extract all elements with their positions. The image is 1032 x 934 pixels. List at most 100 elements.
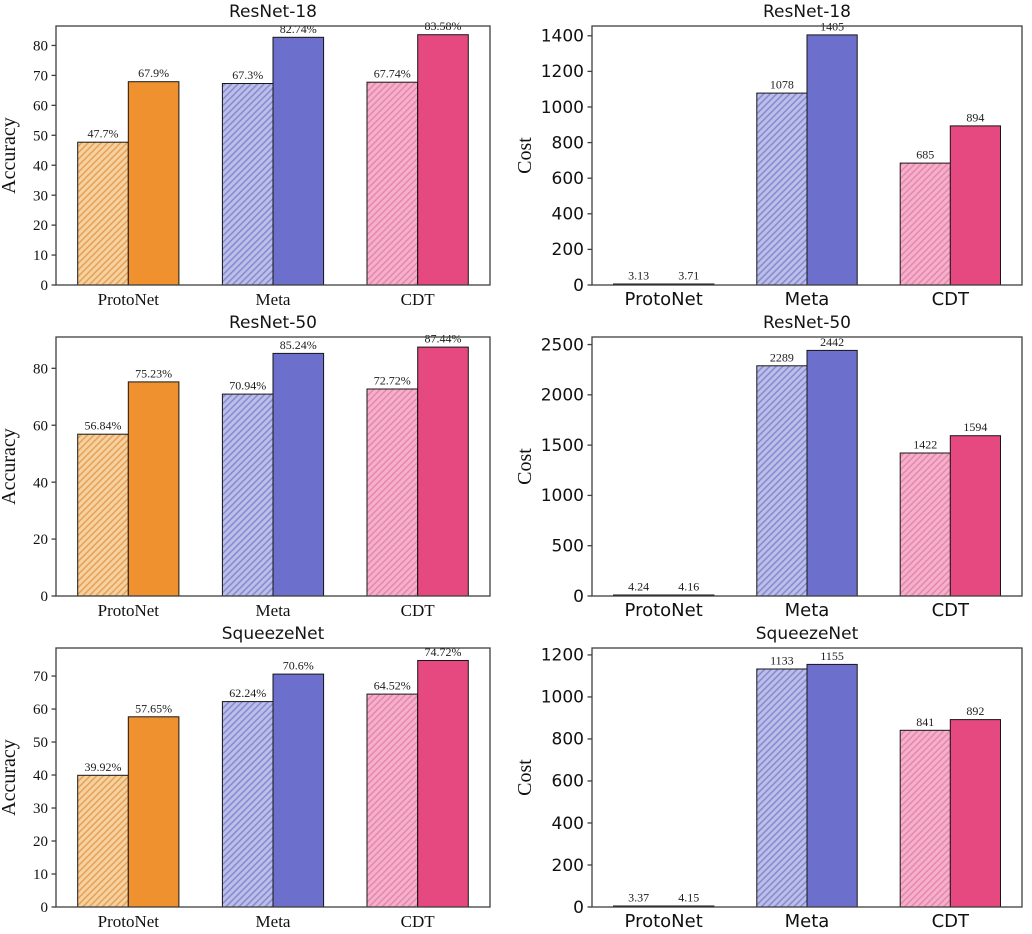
y-tick-label: 600: [552, 169, 584, 189]
y-tick-label: 30: [33, 188, 48, 204]
y-tick-label: 0: [573, 898, 584, 918]
bar-cdt-hatched: [366, 81, 419, 286]
y-axis-label: Accuracy: [0, 739, 20, 816]
y-tick-label: 20: [33, 834, 48, 850]
bar-value-label: 56.84%: [85, 419, 122, 433]
bar-value-label: 2289: [770, 350, 794, 364]
bar-value-label: 1155: [820, 649, 844, 663]
y-tick-label: 1000: [541, 688, 584, 708]
y-axis-label: Accuracy: [0, 428, 20, 505]
chart-squeezenet-accuracy: SqueezeNet Accuracy 0 10 20 30 40 50 60 70 ProtoNe…: [0, 622, 516, 933]
bar-value-label: 4.15: [678, 891, 699, 905]
resnet18-cost-plot: ResNet-18 Cost 0 200 400 600 800 1000 1200 1400 Pr…: [516, 2, 1023, 310]
plot-border: [55, 25, 491, 286]
y-tick-label: 40: [33, 158, 48, 174]
y-tick-label: 10: [33, 248, 48, 264]
bar-cdt-solid: [949, 719, 1001, 908]
bar-value-label: 67.9%: [138, 66, 169, 80]
chart-squeezenet-cost: SqueezeNet Cost 0 200 400 600 800 1000 1200 Proto…: [516, 622, 1032, 933]
x-tick-label: Meta: [256, 912, 291, 931]
x-tick-label: Meta: [785, 600, 830, 621]
chart-title: SqueezeNet: [756, 624, 859, 644]
bar-value-label: 685: [916, 148, 934, 162]
y-tick-label: 70: [33, 669, 48, 685]
bar-value-label: 64.52%: [374, 679, 411, 693]
y-tick-label: 200: [552, 240, 584, 260]
y-tick-label: 20: [33, 532, 48, 548]
bar-value-label: 47.7%: [88, 127, 119, 141]
plot-border: [55, 336, 491, 597]
y-axis-label: Accuracy: [0, 117, 20, 194]
bar-meta-hatched: [756, 365, 808, 597]
y-tick-label: 40: [33, 475, 48, 491]
x-tick-label: ProtoNet: [98, 601, 160, 620]
x-tick-label: Meta: [256, 290, 291, 309]
y-tick-label: 40: [33, 768, 48, 784]
bar-value-label: 1133: [770, 654, 794, 668]
y-tick-label: 30: [33, 801, 48, 817]
x-tick-label: ProtoNet: [625, 600, 703, 621]
bar-value-label: 892: [966, 704, 984, 718]
bar-value-label: 4.16: [678, 580, 699, 594]
x-tick-label: CDT: [401, 912, 436, 931]
x-tick-label: Meta: [785, 289, 830, 310]
y-tick-label: 1200: [541, 62, 584, 82]
bar-cdt-hatched: [899, 162, 951, 286]
y-tick-label: 0: [41, 900, 49, 916]
y-tick-label: 50: [33, 735, 48, 751]
plot-border: [591, 647, 1023, 908]
bar-value-label: 67.74%: [374, 67, 411, 81]
bar-value-label: 894: [966, 110, 984, 124]
chart-resnet18-cost: ResNet-18 Cost 0 200 400 600 800 1000 1200 1400 Pr…: [516, 0, 1032, 311]
y-tick-label: 0: [573, 276, 584, 296]
bar-value-label: 70.6%: [283, 659, 314, 673]
y-tick-label: 800: [552, 730, 584, 750]
chart-resnet50-cost: ResNet-50 Cost 0 500 1000 1500 2000 2500 ProtoNe…: [516, 311, 1032, 622]
x-tick-label: CDT: [401, 290, 436, 309]
x-tick-label: CDT: [932, 600, 970, 621]
bar-value-label: 62.24%: [229, 686, 266, 700]
x-tick-label: ProtoNet: [625, 911, 703, 932]
bar-protonet-solid: [127, 381, 180, 597]
bar-cdt-hatched: [899, 452, 951, 597]
y-tick-label: 60: [33, 702, 48, 718]
y-tick-label: 60: [33, 98, 48, 114]
y-tick-label: 70: [33, 69, 48, 85]
bar-meta-hatched: [221, 83, 274, 286]
y-tick-label: 2000: [541, 386, 584, 406]
bar-meta-solid: [806, 663, 858, 908]
squeezenet-cost-plot: SqueezeNet Cost 0 200 400 600 800 1000 1200 Proto…: [516, 624, 1023, 932]
bar-value-label: 3.37: [628, 891, 649, 905]
y-tick-label: 1500: [541, 436, 584, 456]
bar-value-label: 85.24%: [280, 338, 317, 352]
bar-meta-solid: [272, 673, 325, 908]
y-tick-label: 20: [33, 218, 48, 234]
bar-value-label: 3.71: [678, 269, 699, 283]
bar-value-label: 72.72%: [374, 374, 411, 388]
bar-value-label: 82.74%: [280, 22, 317, 36]
bar-cdt-solid: [417, 34, 469, 286]
x-tick-label: Meta: [785, 911, 830, 932]
bar-value-label: 87.44%: [425, 332, 462, 346]
bar-value-label: 39.92%: [85, 760, 122, 774]
x-tick-label: CDT: [932, 289, 970, 310]
bar-cdt-hatched: [899, 729, 951, 908]
bar-cdt-hatched: [366, 388, 419, 597]
y-tick-label: 1000: [541, 98, 584, 118]
x-tick-label: Meta: [256, 601, 291, 620]
y-tick-label: 200: [552, 856, 584, 876]
y-tick-label: 1200: [541, 646, 584, 666]
bar-cdt-solid: [417, 660, 469, 908]
y-tick-label: 0: [41, 589, 49, 605]
bar-protonet-hatched: [77, 774, 129, 908]
bar-cdt-hatched: [366, 693, 419, 908]
y-tick-label: 400: [552, 814, 584, 834]
bar-protonet-hatched: [77, 141, 129, 286]
chart-resnet18-accuracy: ResNet-18 Accuracy 0 10 20 30 40 50 60 70 80 ProtoN…: [0, 0, 516, 311]
bar-protonet-solid: [127, 81, 180, 286]
resnet50-accuracy-plot: ResNet-50 Accuracy 0 20 40 60 80 ProtoNet 56.84%…: [0, 313, 491, 620]
y-tick-label: 800: [552, 133, 584, 153]
y-tick-label: 50: [33, 128, 48, 144]
bar-meta-hatched: [756, 92, 808, 286]
